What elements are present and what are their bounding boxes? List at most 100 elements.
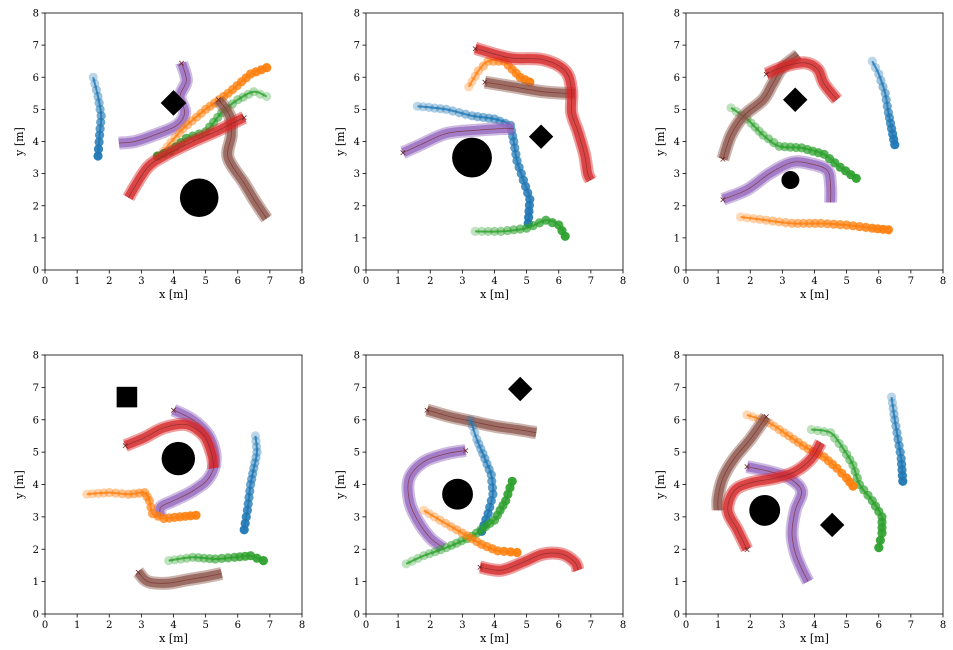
trajectory-point [851, 173, 861, 183]
obstacle-circle [442, 478, 473, 510]
trajectory-centerline [402, 128, 514, 154]
y-tick-label: 6 [33, 73, 39, 84]
trajectory-point [769, 421, 779, 431]
y-tick-label: 3 [674, 169, 680, 180]
trajectory-point [252, 447, 262, 457]
trajectory-centerline [125, 423, 215, 469]
trajectory-band-core [473, 43, 595, 183]
trajectory-point [883, 225, 894, 235]
start-marker: × [481, 78, 489, 88]
trajectory-point [848, 481, 858, 491]
x-tick-label: 7 [908, 276, 914, 287]
trajectory-point [483, 226, 493, 236]
trajectory-point [95, 130, 105, 140]
trajectory-point [412, 101, 422, 111]
y-tick-label: 7 [674, 41, 680, 52]
trajectory-point [91, 85, 101, 95]
obstacle-diamond [819, 512, 845, 538]
start-marker: × [471, 44, 479, 54]
trajectory-point [889, 409, 899, 419]
trajectory-2: × [153, 404, 222, 518]
trajectory-3 [470, 215, 570, 241]
trajectory-point [419, 505, 429, 515]
trajectory-5: × [213, 96, 273, 223]
x-tick-label: 3 [138, 620, 144, 631]
trajectory-point [401, 559, 411, 569]
start-marker: × [170, 406, 178, 416]
trajectory-point [470, 428, 480, 438]
x-tick-label: 1 [74, 276, 80, 287]
trajectory-point [454, 108, 464, 118]
y-tick-label: 4 [674, 480, 680, 491]
axes-frame [44, 354, 303, 615]
trajectory-point [888, 403, 898, 413]
trajectory-point [470, 71, 480, 81]
trajectory-point [489, 226, 500, 236]
x-tick-label: 0 [363, 276, 369, 287]
trajectory-point [88, 72, 98, 82]
x-tick-label: 0 [683, 620, 689, 631]
x-axis-label: x [m] [159, 288, 188, 301]
trajectory-point [419, 551, 429, 561]
trajectory-point [82, 489, 92, 499]
trajectory-point [93, 151, 103, 161]
trajectory-point [806, 424, 816, 435]
plot-area: × × × [399, 42, 597, 241]
y-axis-label: y [m] [13, 127, 26, 157]
trajectory-point [424, 549, 434, 559]
trajectory-point [258, 556, 268, 566]
trajectory-point [898, 476, 908, 486]
trajectory-centerline [407, 450, 466, 548]
x-tick-label: 8 [299, 620, 305, 631]
trajectory-point [104, 488, 114, 498]
x-tick-label: 2 [106, 276, 112, 287]
start-marker: × [763, 413, 771, 423]
trajectory-point [430, 103, 440, 113]
start-marker: × [134, 568, 142, 578]
x-tick-label: 4 [811, 620, 817, 631]
y-tick-label: 5 [674, 105, 680, 116]
trajectory-point [870, 63, 881, 73]
start-marker: × [122, 442, 130, 452]
trajectory-point [93, 144, 104, 154]
x-tick-label: 4 [491, 620, 497, 631]
start-marker: × [743, 545, 751, 555]
trajectory-2 [806, 424, 887, 553]
trajectory-point [94, 137, 104, 147]
y-tick-label: 8 [354, 9, 360, 20]
trajectory-point [890, 140, 900, 150]
trajectory-point [750, 122, 760, 132]
x-tick-label: 0 [363, 620, 369, 631]
y-tick-label: 5 [674, 448, 680, 459]
x-tick-label: 3 [779, 276, 785, 287]
trajectory-point [748, 214, 759, 224]
y-tick-label: 5 [33, 105, 39, 116]
trajectory-point [436, 545, 446, 555]
trajectory-point [424, 102, 434, 112]
y-tick-label: 0 [33, 610, 39, 621]
trajectory-point [430, 547, 440, 557]
trajectory-point [461, 109, 471, 119]
x-tick-label: 6 [235, 620, 241, 631]
trajectory-point [465, 415, 475, 425]
x-tick-label: 2 [106, 620, 112, 631]
trajectory-6: × [476, 546, 585, 577]
trajectory-6: × [133, 567, 224, 590]
subplot-4: × × × 00 1 1 2 2 3 3 4 4 5 5 6 6 7 7 8 8 x [m] y [m] [13, 351, 305, 646]
x-axis-label: x [m] [800, 632, 829, 645]
trajectory-point [746, 118, 756, 128]
trajectory-point [470, 226, 480, 236]
trajectory-point [90, 79, 100, 89]
subplot-6: × × × 00 1 1 2 2 3 3 4 4 5 5 6 6 7 7 8 8 x [m] y [m] [654, 351, 946, 646]
trajectory-point [170, 555, 180, 565]
y-tick-label: 2 [674, 545, 680, 556]
trajectory-1 [887, 392, 908, 486]
x-tick-label: 4 [170, 276, 176, 287]
trajectory-6: × [122, 111, 248, 201]
trajectory-point [748, 412, 758, 422]
trajectory-4 [464, 56, 535, 92]
x-tick-label: 7 [267, 620, 273, 631]
trajectory-centerline [746, 466, 809, 582]
obstacle-circle [749, 494, 781, 526]
y-tick-label: 8 [354, 351, 360, 362]
